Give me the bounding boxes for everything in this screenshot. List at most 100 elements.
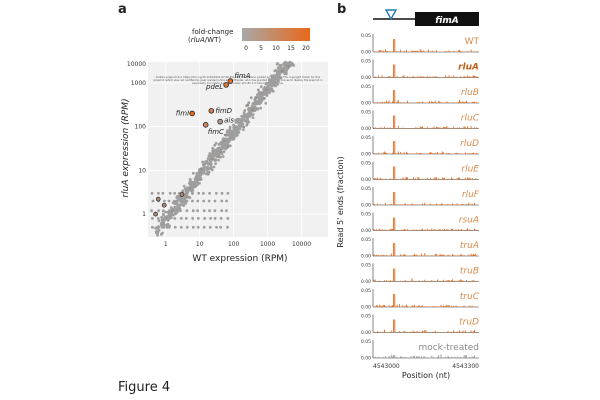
legend-title-line1: fold-change [192,28,233,36]
scatter-point [196,225,200,229]
scatter-point [223,141,227,145]
scatter-point [224,144,227,147]
scatter-point [253,103,256,106]
scatter-point [275,62,279,66]
scatter-point [215,149,219,152]
scatter-point [188,196,192,200]
legend-tick: 0 [244,45,248,52]
scatter-point [271,78,274,82]
highlighted-point [189,110,195,117]
scatter-point [202,209,206,213]
scatter-point [237,118,241,122]
scatter-point [164,210,167,214]
scatter-point [225,130,229,134]
scatter-point [179,209,182,213]
scatter-point [220,151,223,155]
scatter-point [195,176,199,180]
scatter-point [182,184,186,188]
scatter-point [154,230,158,233]
scatter-point [188,177,192,181]
scatter-point [267,90,271,94]
scatter-point [228,144,232,148]
highlighted-point [179,192,185,197]
scatter-point [279,64,283,67]
scatter-point [157,219,161,223]
track-label: rsuA [459,216,479,226]
scatter-point [257,102,260,105]
scatter-point [218,146,222,150]
scatter-point [157,191,160,195]
highlighted-point [153,211,158,217]
scatter-point [186,186,189,190]
track-y-tick-bottom: 0.00 [361,228,371,234]
scatter-point [249,107,253,111]
track-y-tick-bottom: 0.00 [361,305,371,311]
track-rluE: 0.05 0.00 rluE [361,161,479,184]
legend-tick: 15 [287,45,295,52]
scatter-point [195,171,199,175]
scatter-point [257,90,261,94]
track-label: truC [460,292,480,302]
track-label: truA [460,241,479,251]
scatter-point [196,209,199,213]
track-y-tick-top: 0.05 [361,212,371,218]
scatter-point [253,106,257,109]
scatter-point [213,153,217,156]
track-truC: 0.05 0.00 truC [361,288,480,311]
scatter-point [173,217,177,220]
scatter-point [220,191,224,195]
scatter-point [199,176,202,180]
scatter-point [213,209,217,213]
y-tick-label: 1 [142,211,146,218]
scatter-point [169,206,173,210]
track-y-tick-top: 0.05 [361,237,371,243]
scatter-point [280,69,284,73]
scatter-point [224,133,227,137]
track-list: 0.050.00WT0.050.00rluA0.050.00rluB0.050.… [361,33,480,362]
scatter-point [241,128,245,132]
track-truA: 0.05 0.00 truA [361,237,479,260]
scatter-point [238,123,241,126]
track-y-tick-top: 0.05 [361,339,371,345]
scatter-point [240,124,244,128]
scatter-point [228,130,232,134]
track-y-tick-top: 0.05 [361,135,371,141]
track-label: truB [460,267,479,277]
scatter-point [163,199,166,203]
panel-b-tracks: fimA 0.050.00WT0.050.00rluA0.050.00rluB0… [337,9,480,380]
scatter-point [185,209,189,213]
scatter-point [285,72,288,76]
scatter-point [168,191,172,195]
track-label: rluE [461,165,479,175]
track-y-tick-top: 0.05 [361,186,371,192]
track-label: truD [459,318,479,328]
track-y-tick-bottom: 0.00 [361,279,371,285]
preprint-watermark: bioRxiv preprint doi: https://doi.org/10… [153,76,322,85]
track-y-tick-bottom: 0.00 [361,101,371,107]
scatter-point [272,74,275,78]
scatter-point [208,154,212,158]
scatter-point [191,217,195,220]
panel-a-letter: a [118,2,127,17]
scatter-point [281,67,285,70]
scatter-point [243,109,247,112]
scatter-point [222,150,226,154]
scatter-point [275,81,278,85]
track-y-tick-bottom: 0.00 [361,50,371,56]
scatter-point [219,141,223,145]
track-y-tick-top: 0.05 [361,84,371,90]
track-y-tick-bottom: 0.00 [361,356,371,362]
scatter-point [150,191,154,195]
highlighted-point [161,202,167,208]
scatter-point [228,140,231,143]
track-y-tick-bottom: 0.00 [361,75,371,81]
scatter-point [185,199,189,203]
scatter-point [259,106,262,110]
scatter-point [231,135,235,138]
scatter-point [184,201,188,205]
scatter-point [173,209,176,213]
scatter-point [208,209,211,213]
track-label: rluB [461,88,479,98]
track-label: rluF [462,190,480,200]
scatter-point [209,217,212,220]
